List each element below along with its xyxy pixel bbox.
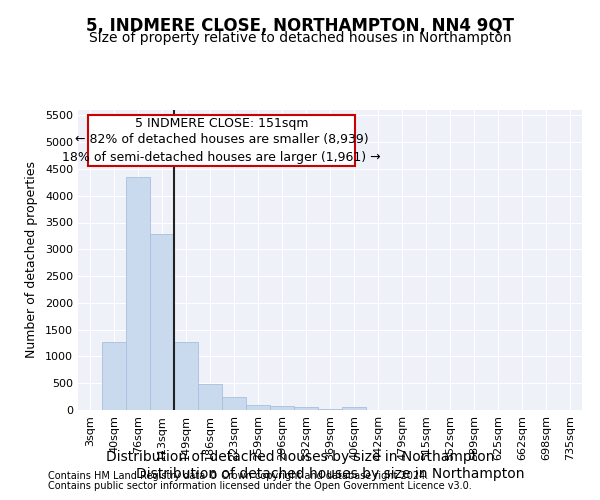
Bar bbox=[150, 234, 174, 410]
Y-axis label: Number of detached properties: Number of detached properties bbox=[25, 162, 38, 358]
FancyBboxPatch shape bbox=[88, 114, 355, 166]
Bar bbox=[342, 408, 366, 410]
Bar bbox=[126, 177, 150, 410]
Bar bbox=[294, 408, 318, 410]
Bar bbox=[270, 406, 294, 410]
X-axis label: Distribution of detached houses by size in Northampton: Distribution of detached houses by size … bbox=[136, 467, 524, 481]
Bar bbox=[102, 342, 126, 410]
Text: 5, INDMERE CLOSE, NORTHAMPTON, NN4 9QT: 5, INDMERE CLOSE, NORTHAMPTON, NN4 9QT bbox=[86, 18, 514, 36]
Bar bbox=[222, 398, 246, 410]
Bar bbox=[174, 342, 198, 410]
Bar bbox=[318, 409, 342, 410]
Text: Distribution of detached houses by size in Northampton: Distribution of detached houses by size … bbox=[106, 450, 494, 464]
Text: 5 INDMERE CLOSE: 151sqm
← 82% of detached houses are smaller (8,939)
18% of semi: 5 INDMERE CLOSE: 151sqm ← 82% of detache… bbox=[62, 116, 381, 164]
Text: Size of property relative to detached houses in Northampton: Size of property relative to detached ho… bbox=[89, 31, 511, 45]
Bar bbox=[198, 384, 222, 410]
Bar bbox=[246, 404, 270, 410]
Text: Contains public sector information licensed under the Open Government Licence v3: Contains public sector information licen… bbox=[48, 481, 472, 491]
Text: Contains HM Land Registry data © Crown copyright and database right 2024.: Contains HM Land Registry data © Crown c… bbox=[48, 471, 428, 481]
